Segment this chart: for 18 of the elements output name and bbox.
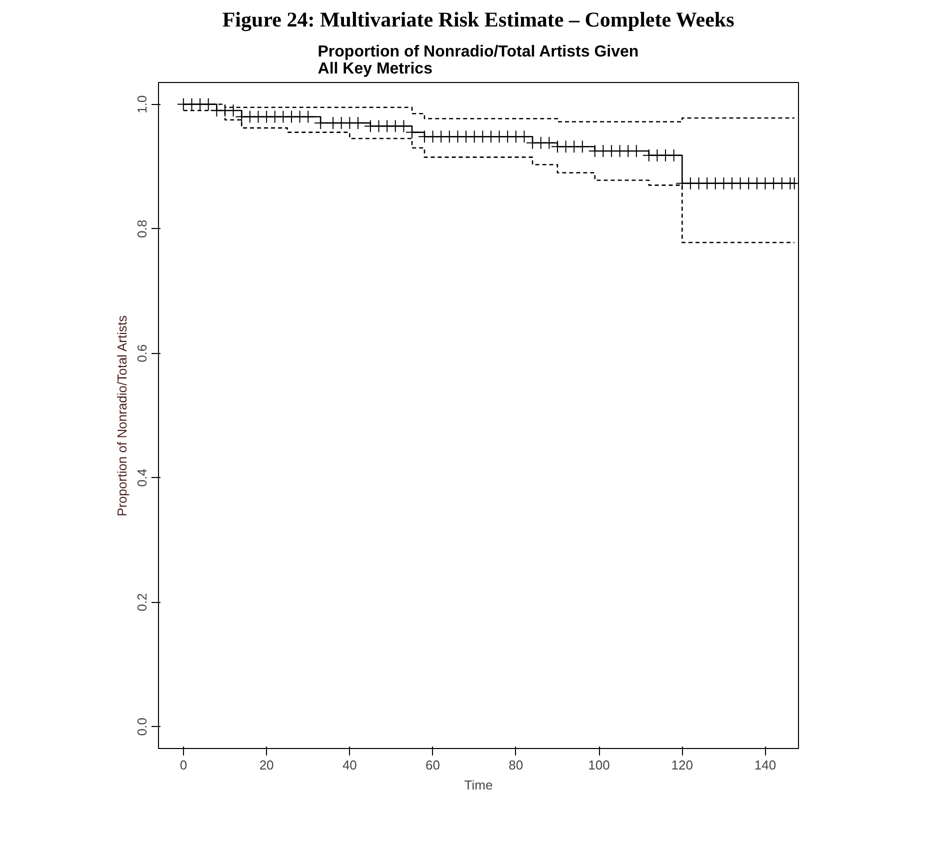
x-tick-label: 100 [588,758,610,772]
y-axis-title: Proportion of Nonradio/Total Artists [114,314,130,516]
chart-subtitle: Proportion of Nonradio/Total Artists Given All Key Metrics [318,44,639,78]
y-tick-label: 0.8 [134,220,150,238]
y-tick-label: 0.4 [134,468,150,487]
y-tick-label: 0.6 [134,344,150,362]
x-tick-label: 60 [426,758,440,772]
x-tick-label: 0 [180,758,188,772]
x-tick-label: 20 [259,758,274,772]
chart-title: Figure 24: Multivariate Risk Estimate – Complete Weeks [222,8,734,32]
y-tick-label: 0.2 [134,593,150,612]
x-tick-label: 140 [754,758,776,772]
y-tick-label: 0.0 [134,718,150,736]
x-tick-label: 40 [342,758,357,772]
x-axis-title: Time [464,778,493,792]
x-tick-label: 120 [671,758,693,772]
y-tick-label: 1.0 [134,95,150,114]
x-tick-label: 80 [508,758,524,772]
